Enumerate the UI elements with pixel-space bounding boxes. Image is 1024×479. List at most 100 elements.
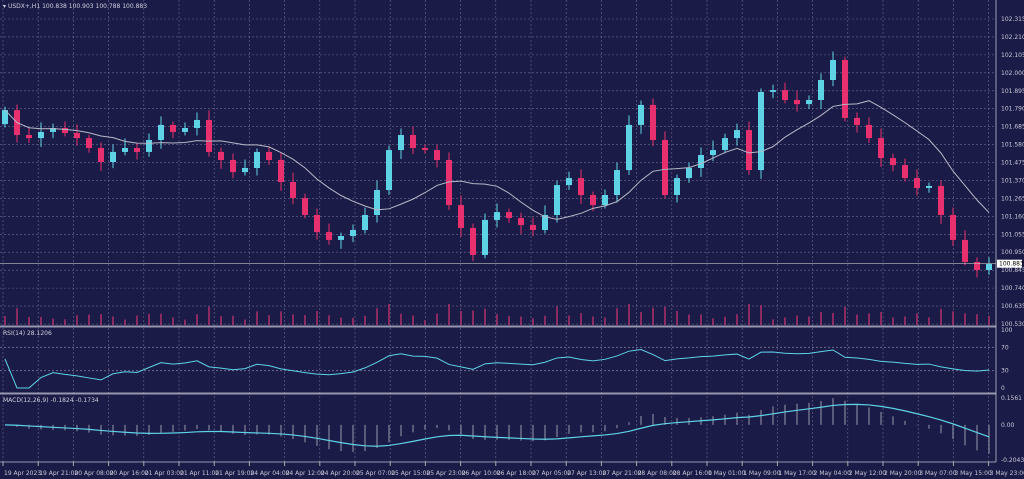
- menu-triangle-icon[interactable]: ▾: [3, 3, 7, 10]
- candle-bullish: [926, 185, 932, 188]
- time-tick-label: 2 May 20:00: [884, 470, 922, 477]
- candle-bearish: [794, 99, 800, 105]
- time-tick-label: 24 Apr 12:00: [286, 470, 325, 477]
- candle-bearish: [914, 178, 920, 188]
- price-tick-label: 101.370: [1001, 177, 1024, 184]
- price-tick-label: 100.950: [1001, 249, 1024, 256]
- candle-bullish: [2, 110, 8, 125]
- candle-bullish: [386, 150, 392, 191]
- ohlc-label: 100.838 100.903 100.788 100.883: [42, 3, 148, 10]
- candle-bearish: [902, 165, 908, 179]
- candle-bullish: [110, 151, 116, 163]
- candle-bearish: [530, 225, 536, 231]
- candle-bearish: [590, 194, 596, 206]
- time-tick-label: 3 May 23:00: [990, 470, 1024, 477]
- time-tick-label: 24 Apr 20:00: [321, 470, 360, 477]
- candle-bearish: [842, 60, 848, 118]
- candle-bullish: [38, 131, 44, 139]
- candle-bearish: [266, 151, 272, 160]
- candle-bearish: [458, 205, 464, 228]
- candle-bearish: [446, 159, 452, 206]
- candle-bullish: [710, 150, 716, 156]
- candle-bearish: [410, 135, 416, 149]
- candle-bullish: [686, 167, 692, 179]
- time-tick-label: 3 May 15:00: [954, 470, 992, 477]
- current-price-label: 100.883: [999, 261, 1024, 268]
- candle-bullish: [770, 90, 776, 92]
- candle-bullish: [758, 91, 764, 171]
- candle-bullish: [338, 236, 344, 240]
- candle-bullish: [494, 212, 500, 220]
- candle-bullish: [986, 263, 992, 271]
- candle-bullish: [734, 130, 740, 139]
- time-tick-label: 20 Apr 16:00: [110, 470, 149, 477]
- time-tick-label: 24 Apr 04:00: [250, 470, 289, 477]
- candle-bearish: [422, 148, 428, 151]
- candle-bearish: [290, 182, 296, 199]
- price-tick-label: 101.265: [1001, 195, 1024, 202]
- candle-bullish: [398, 135, 404, 151]
- candle-bearish: [578, 178, 584, 195]
- time-tick-label: 26 Apr 18:00: [497, 470, 536, 477]
- price-tick-label: 101.055: [1001, 231, 1024, 238]
- rsi-label: RSI(14) 28.1206: [3, 330, 52, 337]
- candle-bearish: [434, 150, 440, 160]
- candle-bearish: [86, 138, 92, 149]
- candle-bearish: [230, 159, 236, 173]
- candle-bearish: [506, 212, 512, 219]
- time-tick-label: 28 Apr 16:00: [673, 470, 712, 477]
- time-tick-label: 3 May 07:00: [919, 470, 957, 477]
- candle-bearish: [950, 214, 956, 240]
- macd-tick-label: -0.2043: [1001, 457, 1024, 464]
- price-tick-label: 100.635: [1001, 303, 1024, 310]
- candle-bullish: [806, 99, 812, 105]
- price-tick-label: 101.895: [1001, 88, 1024, 95]
- candle-bearish: [278, 159, 284, 183]
- candle-bearish: [518, 218, 524, 226]
- candle-bullish: [542, 214, 548, 231]
- candle-bearish: [866, 124, 872, 139]
- price-tick-label: 101.160: [1001, 213, 1024, 220]
- candle-bearish: [662, 139, 668, 195]
- candle-bullish: [602, 194, 608, 206]
- macd-label: MACD(12,26,9) -0.1824 -0.1734: [3, 397, 99, 404]
- time-tick-label: 27 Apr 05:00: [532, 470, 571, 477]
- time-tick-label: 28 Apr 08:00: [638, 470, 677, 477]
- time-tick-label: 1 May 09:00: [743, 470, 781, 477]
- candle-bearish: [74, 132, 80, 139]
- price-tick-label: 101.790: [1001, 106, 1024, 113]
- candle-bullish: [350, 230, 356, 237]
- macd-signal-line: [4, 403, 990, 447]
- candle-bearish: [326, 232, 332, 240]
- time-tick-label: 27 Apr 13:00: [567, 470, 606, 477]
- candle-bearish: [974, 261, 980, 271]
- price-tick-label: 101.685: [1001, 124, 1024, 131]
- moving-average-line: [4, 100, 990, 220]
- time-tick-label: 21 Apr 03:00: [145, 470, 184, 477]
- time-tick-label: 27 Apr 21:00: [602, 470, 641, 477]
- candle-bearish: [134, 148, 140, 152]
- candle-bullish: [482, 219, 488, 255]
- candle-bearish: [26, 135, 32, 139]
- candle-bearish: [170, 124, 176, 132]
- price-tick-label: 102.000: [1001, 70, 1024, 77]
- price-tick-label: 100.845: [1001, 267, 1024, 274]
- candle-bearish: [98, 148, 104, 163]
- candle-bearish: [782, 90, 788, 100]
- current-price-box: [997, 259, 1022, 268]
- macd-tick-label: 0.00: [1001, 422, 1015, 429]
- candle-bearish: [878, 138, 884, 159]
- candle-bullish: [566, 178, 572, 186]
- candle-bullish: [122, 148, 128, 152]
- price-tick-label: 101.475: [1001, 160, 1024, 167]
- candle-bullish: [158, 124, 164, 140]
- candle-bullish: [374, 190, 380, 215]
- price-tick-label: 102.210: [1001, 34, 1024, 41]
- candle-bearish: [650, 104, 656, 140]
- time-tick-label: 26 Apr 10:00: [462, 470, 501, 477]
- rsi-line: [4, 348, 990, 389]
- time-tick-label: 25 Apr 07:00: [356, 470, 395, 477]
- candle-bearish: [746, 130, 752, 171]
- candle-bullish: [194, 119, 200, 129]
